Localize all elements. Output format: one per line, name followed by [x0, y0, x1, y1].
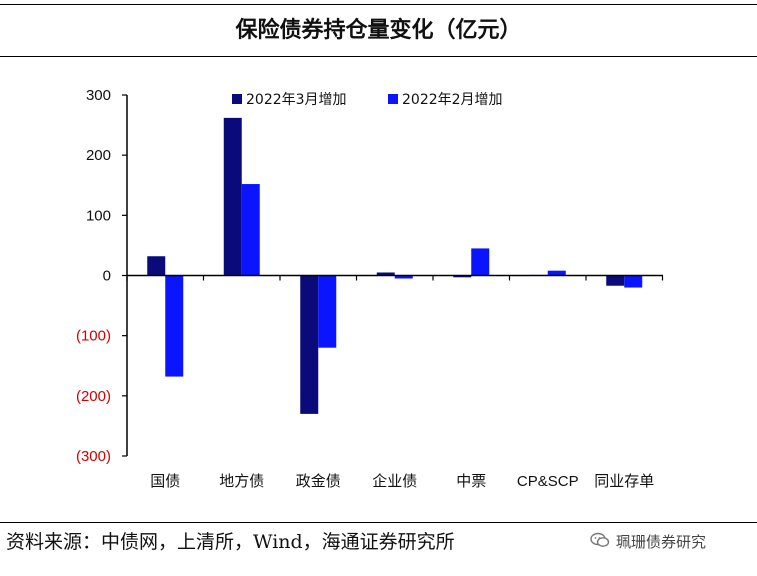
y-tick-label: 300	[86, 87, 111, 104]
bar-mar-0	[147, 256, 166, 276]
bar-feb-6	[624, 275, 643, 288]
bar-feb-5	[547, 270, 566, 276]
bar-mar-6	[606, 275, 625, 286]
chart-title: 保险债券持仓量变化（亿元）	[235, 17, 522, 43]
bar-mar-1	[223, 117, 242, 276]
x-category-label: 中票	[456, 472, 486, 490]
source-divider	[0, 522, 757, 523]
watermark: 珮珊债券研究	[590, 531, 706, 552]
y-tick-label: 100	[86, 207, 111, 224]
bar-mar-4	[453, 275, 472, 278]
source-note: 资料来源：中债网，上清所，Wind，海通证券研究所	[6, 531, 455, 553]
bar-feb-4	[471, 248, 490, 276]
y-tick-label: 0	[103, 268, 111, 285]
bar-mar-3	[376, 272, 395, 276]
x-category-label: CP&SCP	[517, 473, 579, 490]
legend-swatch-0	[232, 94, 242, 104]
y-tick-label: (200)	[76, 388, 111, 405]
legend-swatch-1	[388, 94, 398, 104]
bar-feb-0	[165, 275, 184, 377]
wechat-icon	[590, 532, 610, 552]
y-tick-label: (100)	[76, 328, 111, 345]
legend-label-1: 2022年2月增加	[402, 92, 503, 108]
x-category-label: 企业债	[372, 472, 417, 490]
y-tick-label: (300)	[76, 448, 111, 465]
bar-mar-2	[300, 275, 319, 414]
x-category-label: 国债	[150, 472, 180, 490]
bar-feb-3	[394, 275, 413, 279]
x-category-label: 政金债	[296, 472, 341, 490]
bar-feb-1	[241, 184, 260, 276]
x-category-label: 同业存单	[594, 472, 654, 490]
legend-label-0: 2022年3月增加	[246, 92, 347, 108]
top-border	[0, 4, 757, 5]
bar-feb-2	[318, 275, 337, 348]
y-tick-label: 200	[86, 147, 111, 164]
title-divider	[0, 56, 757, 57]
x-category-label: 地方债	[219, 472, 264, 490]
bar-chart: 300 200 100 0 (100) (200) (300) 国债 地方债 政金债 企业债 中票 CP…	[76, 87, 664, 490]
watermark-text: 珮珊债券研究	[616, 533, 707, 551]
